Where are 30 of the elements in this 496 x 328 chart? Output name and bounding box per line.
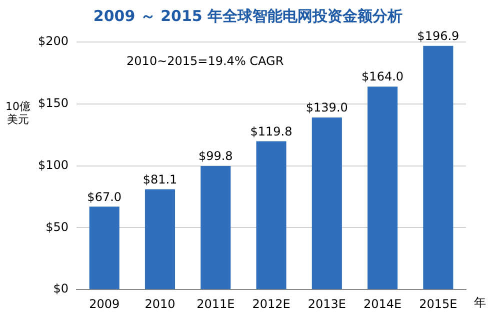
chart-title: 2009 ～ 2015 年全球智能电网投资金额分析 <box>93 6 403 25</box>
y-axis-title: 10億美元 <box>4 100 32 126</box>
y-tick-label: $50 <box>46 220 69 234</box>
data-label: $196.9 <box>417 28 460 43</box>
bar <box>256 141 286 290</box>
x-tick-label: 2012E <box>252 296 290 311</box>
bar <box>200 166 231 290</box>
y-tick-label: $150 <box>38 96 69 110</box>
data-label: $81.1 <box>142 172 178 186</box>
annotation: 2010~2015=19.4% CAGR <box>126 54 284 68</box>
data-label: $99.8 <box>198 149 233 164</box>
bar <box>368 86 398 290</box>
data-label: $67.0 <box>87 190 122 204</box>
x-tick-label: 2013E <box>308 296 346 311</box>
x-tick-label: 2010 <box>144 296 176 311</box>
x-tick-label: 2011E <box>196 296 235 311</box>
y-tick-label: $0 <box>53 282 69 296</box>
bar <box>423 46 454 290</box>
x-tick-label: 2015E <box>419 296 458 311</box>
bar <box>312 118 342 290</box>
data-label: $164.0 <box>362 70 404 84</box>
bar <box>89 206 120 290</box>
bar <box>144 189 176 290</box>
y-tick-label: $200 <box>38 34 69 48</box>
x-tick-label: 2009 <box>89 296 120 311</box>
x-tick-label: 2014E <box>363 296 402 311</box>
data-label: $119.8 <box>250 124 292 138</box>
data-label: $139.0 <box>306 100 348 115</box>
x-axis-title: 年 <box>474 296 486 310</box>
y-tick-label: $100 <box>38 158 69 172</box>
